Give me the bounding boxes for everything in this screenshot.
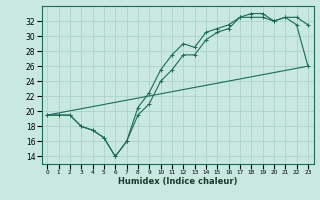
- X-axis label: Humidex (Indice chaleur): Humidex (Indice chaleur): [118, 177, 237, 186]
